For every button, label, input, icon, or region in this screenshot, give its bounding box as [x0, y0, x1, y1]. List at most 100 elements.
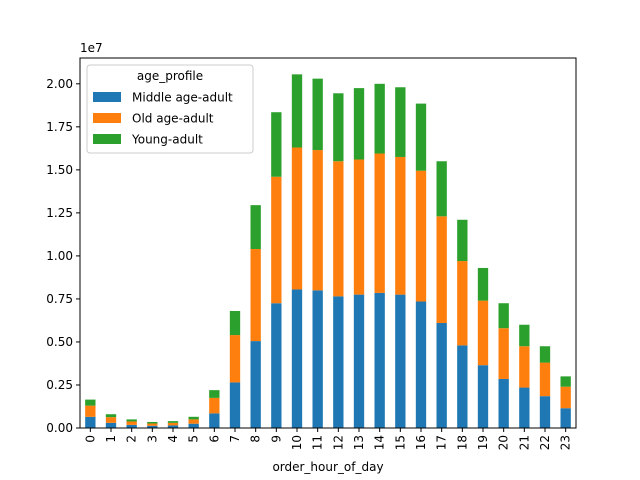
bar-segment-13-series-2	[353, 88, 365, 160]
x-tick-label: 18	[455, 435, 469, 450]
x-tick-label: 15	[393, 435, 407, 450]
bar-segment-5-series-0	[188, 423, 199, 428]
x-tick-label: 6	[207, 435, 221, 443]
bar-segment-16-series-2	[415, 103, 427, 171]
legend-swatch-1	[93, 113, 121, 123]
bar-segment-0-series-1	[85, 405, 96, 417]
legend-title: age_profile	[137, 69, 203, 83]
bar-segment-20-series-0	[498, 378, 509, 428]
legend-box	[86, 64, 254, 154]
bar-segment-1-series-0	[105, 422, 117, 428]
legend-label-1: Old age-adult	[132, 112, 214, 126]
bar-segment-21-series-0	[519, 387, 530, 428]
y-tick-label: 1.75	[46, 120, 73, 134]
bar-segment-11-series-0	[312, 290, 323, 428]
bar-segment-11-series-1	[312, 150, 323, 291]
bar-segment-2-series-1	[126, 421, 137, 425]
x-tick-label: 0	[83, 435, 97, 443]
x-tick-label: 22	[538, 435, 552, 450]
y-offset-label: 1e7	[80, 41, 103, 55]
bar-segment-0-series-0	[85, 416, 96, 428]
bar-segment-20-series-1	[498, 328, 509, 379]
bar-segment-23-series-1	[560, 386, 571, 409]
x-tick-label: 23	[559, 435, 573, 450]
bar-segment-12-series-2	[333, 93, 344, 162]
bar-segment-18-series-0	[457, 345, 468, 428]
bar-segment-6-series-1	[209, 397, 220, 414]
legend-label-2: Young-adult	[131, 133, 203, 147]
bar-segment-4-series-1	[167, 422, 179, 426]
bar-segment-8-series-2	[250, 205, 261, 250]
bar-segment-12-series-1	[333, 161, 344, 297]
x-tick-label: 21	[517, 435, 531, 450]
x-tick-label: 14	[373, 435, 387, 450]
x-tick-label: 20	[497, 435, 511, 450]
bar-segment-19-series-2	[477, 267, 489, 301]
plot-frame	[79, 57, 577, 429]
bars-layer	[85, 74, 571, 428]
bar-segment-11-series-2	[312, 78, 323, 151]
x-axis: 0 1 2 3 4 5 6 7 8 9 10 11 12 13 14 15 16 17 18 19 20 21 22 23	[83, 428, 573, 450]
bar-segment-21-series-1	[519, 346, 530, 388]
y-tick-label: 0.00	[46, 421, 73, 435]
bar-segment-15-series-1	[395, 156, 406, 295]
bar-segment-2-series-0	[126, 424, 137, 428]
bar-segment-5-series-2	[188, 416, 199, 420]
bar-segment-18-series-1	[457, 261, 468, 346]
x-tick-label: 1	[104, 435, 118, 443]
x-tick-label: 4	[166, 435, 180, 443]
bar-segment-7-series-1	[229, 335, 241, 383]
y-tick-label: 0.50	[46, 335, 73, 349]
bar-segment-17-series-0	[436, 323, 447, 428]
y-tick-label: 1.00	[46, 249, 73, 263]
x-tick-label: 12	[331, 435, 345, 450]
bar-segment-6-series-2	[209, 390, 220, 398]
bar-segment-14-series-1	[374, 153, 385, 293]
bar-segment-19-series-0	[477, 365, 489, 428]
bar-segment-1-series-2	[105, 414, 117, 418]
bar-segment-15-series-2	[395, 87, 406, 157]
bar-segment-20-series-2	[498, 303, 509, 329]
legend-swatch-2	[93, 134, 121, 144]
bar-segment-22-series-2	[539, 346, 551, 363]
x-tick-label: 16	[414, 435, 428, 450]
bar-segment-22-series-0	[539, 396, 551, 428]
bar-segment-7-series-2	[229, 310, 241, 336]
bar-segment-2-series-2	[126, 419, 137, 422]
x-tick-label: 11	[311, 435, 325, 450]
legend: age_profile Middle age-adult Old age-adul…	[86, 64, 254, 154]
x-tick-label: 8	[249, 435, 263, 443]
bar-segment-0-series-2	[85, 399, 96, 406]
legend-label-0: Middle age-adult	[132, 91, 233, 105]
bar-segment-23-series-0	[560, 408, 571, 428]
bar-segment-8-series-1	[250, 249, 261, 342]
y-axis: 0.00 0.25 0.50 0.75 1.00 1.25 1.50 1.75 2.00	[46, 77, 80, 435]
x-tick-label: 3	[145, 435, 159, 443]
bar-segment-13-series-0	[353, 294, 365, 428]
bar-segment-14-series-2	[374, 83, 385, 154]
x-tick-label: 9	[269, 435, 283, 443]
bar-segment-9-series-2	[271, 112, 282, 177]
bar-segment-10-series-0	[291, 289, 303, 428]
bar-segment-4-series-2	[167, 421, 179, 423]
bar-segment-10-series-2	[291, 74, 303, 148]
bar-segment-19-series-1	[477, 300, 489, 366]
bar-segment-14-series-0	[374, 292, 385, 428]
bar-segment-22-series-1	[539, 362, 551, 397]
bar-segment-17-series-2	[436, 161, 447, 217]
bar-segment-9-series-1	[271, 176, 282, 304]
bar-segment-18-series-2	[457, 219, 468, 262]
bar-segment-23-series-2	[560, 376, 571, 387]
y-tick-label: 1.25	[46, 206, 73, 220]
bar-segment-5-series-1	[188, 419, 199, 424]
x-tick-label: 7	[228, 435, 242, 443]
y-tick-label: 1.50	[46, 163, 73, 177]
bar-segment-15-series-0	[395, 294, 406, 428]
bar-segment-7-series-0	[229, 382, 241, 428]
bar-segment-10-series-1	[291, 147, 303, 290]
x-tick-label: 13	[352, 435, 366, 450]
bar-segment-9-series-0	[271, 303, 282, 428]
bar-segment-6-series-0	[209, 413, 220, 428]
bar-segment-17-series-1	[436, 216, 447, 324]
x-tick-label: 2	[125, 435, 139, 443]
